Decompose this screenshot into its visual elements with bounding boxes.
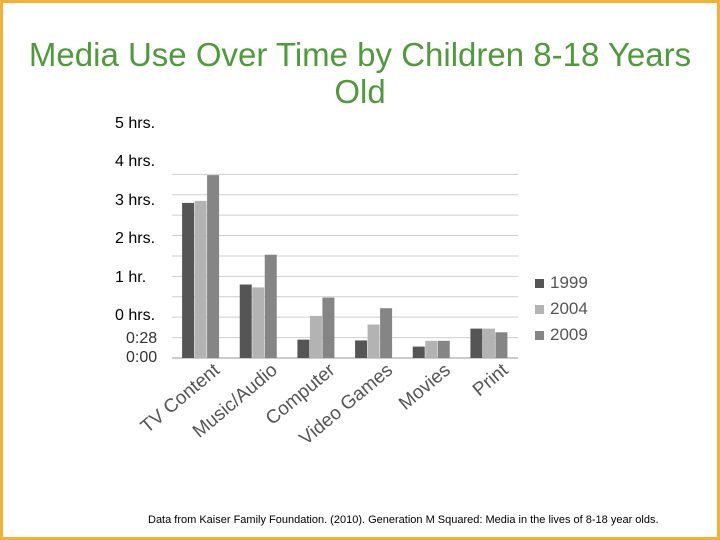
bar-computer-2004 <box>309 315 322 358</box>
y-label-3: 3 hrs. <box>115 192 156 209</box>
source-citation: Data from Kaiser Family Foundation. (201… <box>148 514 659 526</box>
y-label-0: 0 hrs. <box>115 307 156 324</box>
bar-movies-2009 <box>437 340 450 358</box>
bar-computer-2009 <box>322 297 335 358</box>
legend-swatch-2009 <box>535 330 544 340</box>
axis-tick-0-28: 0:28 <box>126 330 158 347</box>
bar-movies-1999 <box>412 346 425 358</box>
bar-music-audio-1999 <box>239 284 252 358</box>
legend-label-2009: 2009 <box>550 325 588 344</box>
legend-item-2004: 2004 <box>535 296 588 322</box>
legend-label-1999: 1999 <box>550 273 588 292</box>
bar-tv-content-1999 <box>182 202 195 358</box>
category-label-movies: Movies <box>395 360 455 415</box>
bar-music-audio-2004 <box>252 287 265 358</box>
slide-title: Media Use Over Time by Children 8-18 Yea… <box>28 36 692 110</box>
legend-item-1999: 1999 <box>535 270 588 296</box>
bar-tv-content-2004 <box>194 200 207 358</box>
chart-bars <box>182 175 508 358</box>
legend-label-2004: 2004 <box>550 299 588 318</box>
bar-print-2004 <box>482 328 495 358</box>
category-label-print: Print <box>469 359 513 401</box>
y-label-5: 5 hrs. <box>115 115 156 132</box>
bar-print-1999 <box>470 328 483 358</box>
legend-swatch-2004 <box>535 304 544 314</box>
bar-video-games-2004 <box>367 324 380 358</box>
bar-video-games-1999 <box>355 340 368 358</box>
bar-movies-2004 <box>425 340 438 358</box>
legend-swatch-1999 <box>535 278 544 288</box>
bar-computer-1999 <box>297 339 310 358</box>
bar-video-games-2009 <box>380 308 393 358</box>
bar-music-audio-2009 <box>264 254 277 358</box>
y-label-2: 2 hrs. <box>115 230 156 247</box>
y-label-4: 4 hrs. <box>115 153 156 170</box>
bar-print-2009 <box>495 332 508 358</box>
chart-gridlines <box>172 173 518 359</box>
axis-tick-0-00: 0:00 <box>126 349 158 366</box>
bar-tv-content-2009 <box>207 175 220 358</box>
chart-legend: 1999 2004 2009 <box>535 270 588 348</box>
y-label-1: 1 hr. <box>115 269 147 286</box>
legend-item-2009: 2009 <box>535 322 588 348</box>
